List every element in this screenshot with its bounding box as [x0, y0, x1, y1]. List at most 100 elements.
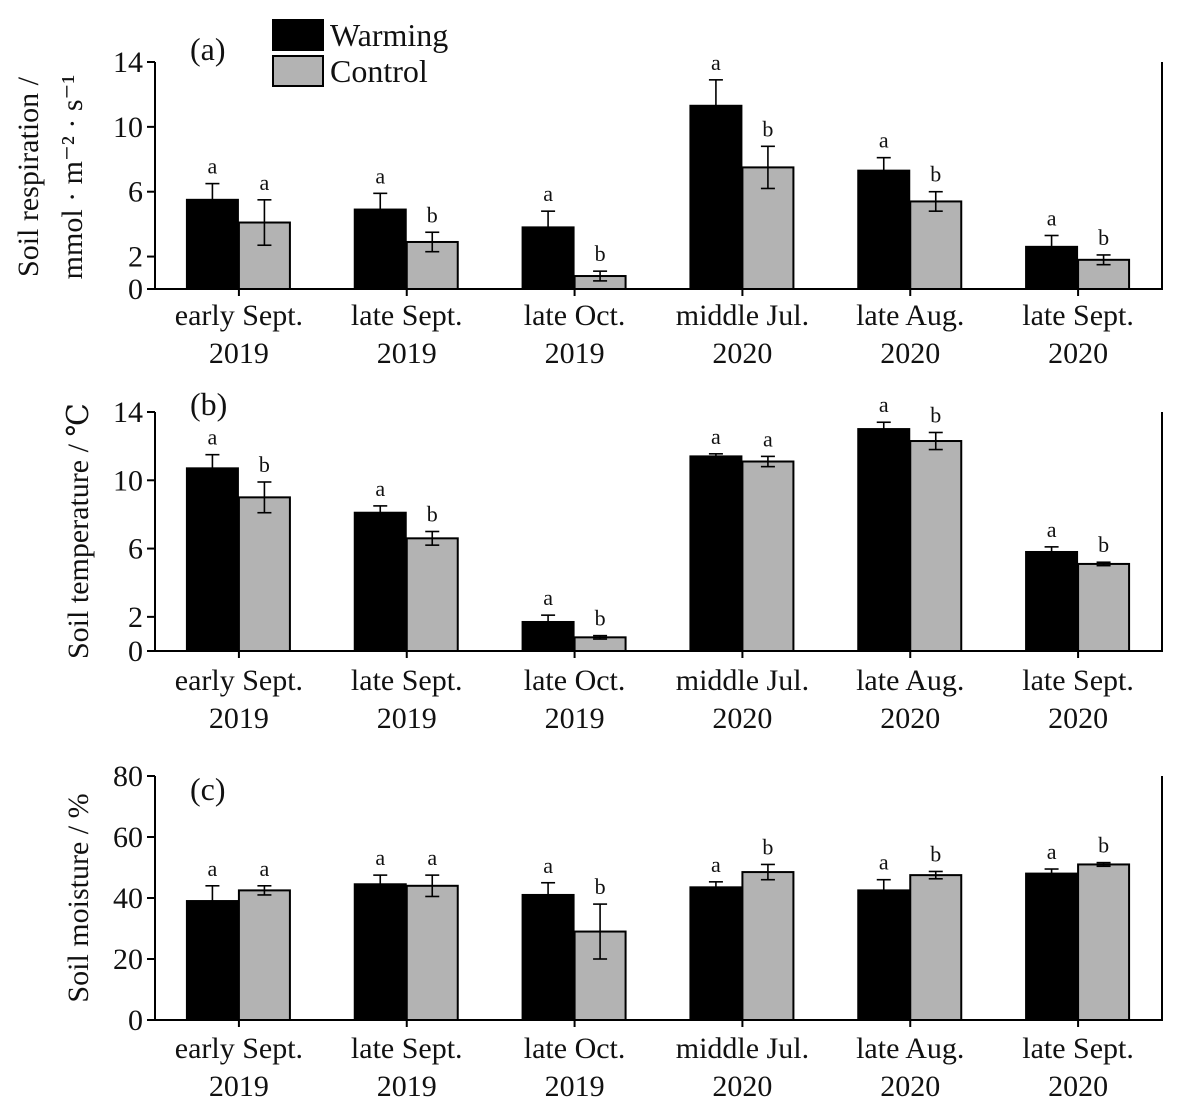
significance-letter-warming-4: a: [879, 392, 889, 417]
x-tick-label-1: late Sept. 2019: [351, 1032, 463, 1103]
bar-warming-4: [857, 428, 911, 653]
significance-letter-warming-2: a: [543, 853, 553, 878]
significance-letter-warming-4: a: [879, 850, 889, 875]
y-tick-label-14: 14: [113, 396, 143, 429]
significance-letter-warming-5: a: [1047, 205, 1057, 230]
legend: Warming Control: [272, 17, 448, 89]
significance-letter-control-2: b: [595, 241, 606, 266]
significance-letter-control-2: b: [595, 606, 606, 631]
bar-warming-1: [353, 511, 407, 652]
x-tick-label-3: middle Jul. 2020: [676, 664, 809, 735]
significance-letter-control-3: a: [763, 426, 773, 451]
y-tick-label-14: 14: [113, 46, 143, 79]
bar-control-0: [237, 496, 291, 652]
significance-letter-control-2: b: [595, 874, 606, 899]
x-tick-label-0: early Sept. 2019: [175, 664, 303, 735]
y-tick-label-10: 10: [113, 464, 143, 497]
bar-warming-4: [857, 169, 911, 290]
axis-frame: [154, 412, 1163, 652]
panel-label: (a): [190, 31, 226, 67]
bar-control-1: [405, 537, 459, 652]
panel-c-soil-moisture: a a a a a a a a b b b b 0 20 40 60 80 early Sept. 2019 late…: [62, 760, 1163, 1103]
bar-warming-0: [185, 467, 239, 653]
bar-control-3: [741, 460, 795, 652]
significance-letter-control-0: b: [259, 452, 270, 477]
axis-frame: [154, 62, 1163, 290]
significance-letter-warming-3: a: [711, 424, 721, 449]
bar-control-0: [237, 889, 291, 1021]
significance-letter-warming-2: a: [543, 585, 553, 610]
legend-label-warming: Warming: [330, 17, 448, 53]
significance-letter-control-5: b: [1098, 833, 1109, 858]
x-tick-label-2: late Oct. 2019: [524, 664, 626, 735]
y-tick-label-0: 0: [128, 1004, 143, 1037]
bar-warming-0: [185, 900, 239, 1021]
x-tick-label-0: early Sept. 2019: [175, 299, 303, 370]
y-tick-label-80: 80: [113, 760, 143, 793]
legend-swatch-warming: [272, 19, 324, 51]
significance-letter-warming-3: a: [711, 852, 721, 877]
panel-label: (c): [190, 771, 226, 807]
y-tick-label-6: 6: [128, 533, 143, 566]
y-axis-label: Soil moisture / %: [62, 793, 95, 1002]
bar-warming-5: [1025, 872, 1079, 1021]
x-tick-label-1: late Sept. 2019: [351, 299, 463, 370]
x-tick-label-4: late Aug. 2020: [856, 1032, 964, 1103]
significance-letter-control-0: a: [260, 170, 270, 195]
x-tick-label-0: early Sept. 2019: [175, 1032, 303, 1103]
significance-letter-control-4: b: [930, 162, 941, 187]
x-tick-label-4: late Aug. 2020: [856, 664, 964, 735]
panel-a-soil-respiration: a a a a a a a b b b b b 02 6 10 14 early Sept. 2019 late S…: [12, 31, 1163, 370]
bar-control-5: [1077, 863, 1131, 1022]
significance-letter-warming-5: a: [1047, 517, 1057, 542]
bar-warming-3: [689, 886, 743, 1022]
y-axis-label: Soil temperature / ℃: [62, 403, 95, 659]
y-tick-label-20: 20: [113, 943, 143, 976]
panel-label: (b): [190, 386, 227, 422]
bar-warming-4: [857, 889, 911, 1021]
y-tick-label-0: 0: [128, 635, 143, 668]
bar-warming-2: [521, 893, 575, 1022]
bar-control-1: [405, 884, 459, 1021]
x-tick-label-2: late Oct. 2019: [524, 1032, 626, 1103]
significance-letter-warming-3: a: [711, 50, 721, 75]
significance-letter-control-5: b: [1098, 532, 1109, 557]
significance-letter-warming-0: a: [208, 425, 218, 450]
significance-letter-control-4: b: [930, 841, 941, 866]
y-tick-label-40: 40: [113, 882, 143, 915]
bar-warming-3: [689, 455, 743, 652]
significance-letter-warming-1: a: [375, 845, 385, 870]
y-tick-label-60: 60: [113, 821, 143, 854]
significance-letter-control-4: b: [930, 402, 941, 427]
legend-swatch-control: [272, 55, 324, 87]
x-tick-label-3: middle Jul. 2020: [676, 1032, 809, 1103]
bar-warming-3: [689, 104, 743, 291]
significance-letter-control-3: b: [762, 116, 773, 141]
x-tick-label-5: late Sept. 2020: [1022, 299, 1134, 370]
significance-letter-control-3: b: [762, 834, 773, 859]
significance-letter-warming-5: a: [1047, 839, 1057, 864]
significance-letter-control-0: a: [260, 856, 270, 881]
significance-letter-control-1: b: [427, 502, 438, 527]
significance-letter-warming-1: a: [375, 163, 385, 188]
significance-letter-control-5: b: [1098, 225, 1109, 250]
y-tick-label-10: 10: [113, 111, 143, 144]
axis-frame: [154, 776, 1163, 1021]
significance-letter-control-1: a: [427, 845, 437, 870]
y-tick-label-2: 2: [128, 601, 143, 634]
significance-letter-warming-1: a: [375, 476, 385, 501]
panel-b-soil-temperature: a a a a a a b b b a b b 02 6 10 14 early Sept. 2019 late S…: [62, 386, 1163, 735]
legend-label-control: Control: [330, 53, 428, 89]
y-tick-label-0: 0: [128, 273, 143, 306]
significance-letter-warming-0: a: [208, 154, 218, 179]
significance-letter-control-1: b: [427, 202, 438, 227]
bar-warming-1: [353, 883, 407, 1022]
x-tick-label-5: late Sept. 2020: [1022, 1032, 1134, 1103]
significance-letter-warming-2: a: [543, 181, 553, 206]
bar-control-4: [909, 440, 963, 652]
y-tick-label-6: 6: [128, 176, 143, 209]
y-axis-label: Soil respiration / mmol · m⁻² · s⁻¹: [12, 75, 89, 280]
bar-warming-5: [1025, 550, 1079, 652]
bar-control-4: [909, 874, 963, 1021]
